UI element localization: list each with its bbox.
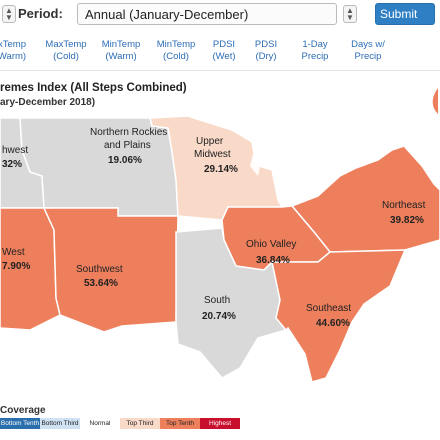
svg-text:South: South [204, 295, 230, 306]
adjacent-map-edge [432, 88, 438, 114]
region-southeast[interactable] [271, 249, 407, 383]
legend-top-third: Top Third [120, 418, 160, 429]
svg-text:Upper: Upper [196, 136, 224, 147]
svg-text:36.84%: 36.84% [256, 255, 290, 266]
svg-text:Southeast: Southeast [306, 303, 351, 314]
legend-title: Coverage [0, 405, 46, 416]
period-select[interactable]: Annual (January-December) [77, 3, 337, 25]
svg-text:Midwest: Midwest [194, 149, 231, 160]
legend-bottom-third: Bottom Third [40, 418, 80, 429]
label-southwest: Southwest 53.64% [76, 264, 123, 289]
tab-pdsi-wet[interactable]: PDSI (Wet) [212, 39, 236, 62]
svg-text:53.64%: 53.64% [84, 278, 118, 289]
label-south: South 20.74% [202, 295, 236, 322]
region-southwest[interactable] [42, 207, 179, 333]
label-southeast: Southeast 44.60% [306, 303, 351, 329]
svg-text:39.82%: 39.82% [390, 215, 424, 226]
svg-text:19.06%: 19.06% [108, 155, 142, 166]
label-west: West 7.90% [2, 247, 30, 272]
divider [0, 70, 440, 71]
tab-max-temp-cold[interactable]: MaxTemp (Cold) [45, 39, 87, 62]
tab-min-temp-warm[interactable]: MinTemp (Warm) [101, 39, 141, 62]
svg-text:Northern Rockies: Northern Rockies [90, 127, 167, 138]
svg-text:Northeast: Northeast [382, 200, 426, 211]
variable-tabs: xTemp Warm) MaxTemp (Cold) MinTemp (Warm) M… [0, 39, 440, 67]
legend-highest: Highest [200, 418, 240, 429]
great-lakes [250, 150, 262, 176]
label-northern-rockies: Northern Rockies and Plains 19.06% [90, 127, 167, 166]
svg-text:20.74%: 20.74% [202, 311, 236, 322]
svg-text:Southwest: Southwest [76, 264, 123, 275]
map-title: remes Index (All Steps Combined) [0, 82, 187, 94]
period-label: Period: [18, 6, 63, 21]
label-northeast: Northeast 39.82% [382, 200, 426, 226]
svg-text:7.90%: 7.90% [2, 261, 30, 272]
svg-text:29.14%: 29.14% [204, 164, 238, 175]
legend-top-tenth: Top Tenth [160, 418, 200, 429]
label-northwest: hwest 32% [2, 145, 28, 170]
label-ohio-valley: Ohio Valley 36.84% [246, 239, 296, 266]
legend-bottom-tenth: Bottom Tenth [0, 418, 40, 429]
period-select-arrow-icon[interactable]: ▲ ▼ [343, 5, 357, 23]
tab-one-day-precip[interactable]: 1-Day Precip [301, 39, 329, 62]
region-select-arrow-icon[interactable]: ▲ ▼ [2, 5, 16, 23]
svg-text:32%: 32% [2, 159, 22, 170]
submit-button[interactable]: Submit [375, 3, 435, 25]
map-subtitle: ary-December 2018) [0, 97, 96, 108]
controls-bar: ▲ ▼ Period: Annual (January-December) ▲ ▼ … [0, 0, 440, 34]
svg-text:hwest: hwest [2, 145, 28, 156]
legend-normal: Normal [80, 418, 120, 429]
svg-text:and Plains: and Plains [104, 140, 151, 151]
tab-days-with-precip[interactable]: Days w/Precip [351, 39, 385, 62]
svg-text:West: West [2, 247, 25, 258]
tab-max-temp-warm[interactable]: xTemp Warm) [0, 39, 27, 62]
label-upper-midwest: Upper Midwest 29.14% [194, 136, 238, 175]
great-lakes-east [294, 168, 318, 182]
svg-text:44.60%: 44.60% [316, 318, 350, 329]
svg-text:Ohio Valley: Ohio Valley [246, 239, 296, 250]
coverage-legend: Bottom Tenth Bottom Third Normal Top Thi… [0, 418, 240, 429]
tab-pdsi-dry[interactable]: PDSI (Dry) [254, 39, 278, 62]
tab-min-temp-cold[interactable]: MinTemp (Cold) [156, 39, 196, 62]
